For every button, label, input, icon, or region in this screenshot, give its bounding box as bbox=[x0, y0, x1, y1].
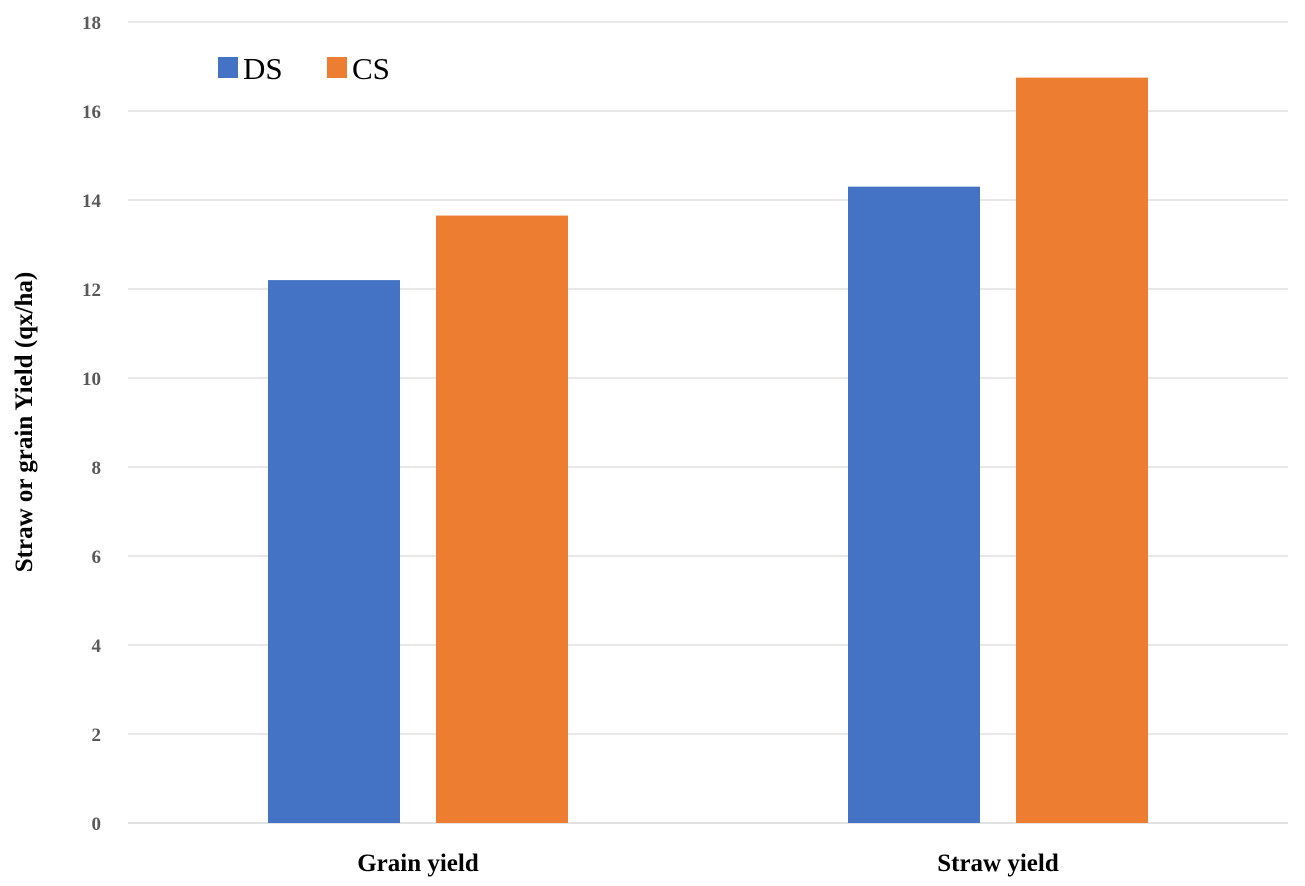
x-category-label: Grain yield bbox=[357, 850, 479, 877]
bar-cs-straw-yield bbox=[1016, 77, 1148, 823]
legend-label-ds: DS bbox=[243, 51, 283, 86]
y-tick-label: 4 bbox=[92, 636, 102, 657]
legend-label-cs: CS bbox=[352, 51, 390, 86]
y-tick-label: 14 bbox=[82, 191, 102, 212]
legend-swatch-ds bbox=[218, 57, 238, 78]
bars bbox=[268, 77, 1148, 824]
y-tick-label: 18 bbox=[82, 13, 101, 34]
y-tick-label: 8 bbox=[92, 458, 102, 479]
y-tick-label: 16 bbox=[82, 102, 101, 123]
bar-ds-straw-yield bbox=[848, 186, 980, 823]
y-tick-label: 6 bbox=[92, 547, 102, 568]
bar-ds-grain-yield bbox=[268, 280, 400, 824]
y-tick-label: 2 bbox=[92, 725, 102, 746]
x-category-label: Straw yield bbox=[937, 850, 1059, 877]
y-axis-title: Straw or grain Yield (qx/ha) bbox=[11, 272, 38, 572]
y-tick-label: 12 bbox=[82, 280, 101, 301]
legend: DS CS bbox=[218, 51, 390, 86]
y-tick-label: 0 bbox=[92, 814, 102, 835]
bar-cs-grain-yield bbox=[436, 215, 568, 823]
x-axis-categories: Grain yield Straw yield bbox=[357, 850, 1059, 877]
y-axis-ticks: 0 2 4 6 8 10 12 14 16 18 bbox=[82, 13, 102, 835]
y-tick-label: 10 bbox=[82, 369, 101, 390]
legend-swatch-cs bbox=[327, 57, 347, 78]
